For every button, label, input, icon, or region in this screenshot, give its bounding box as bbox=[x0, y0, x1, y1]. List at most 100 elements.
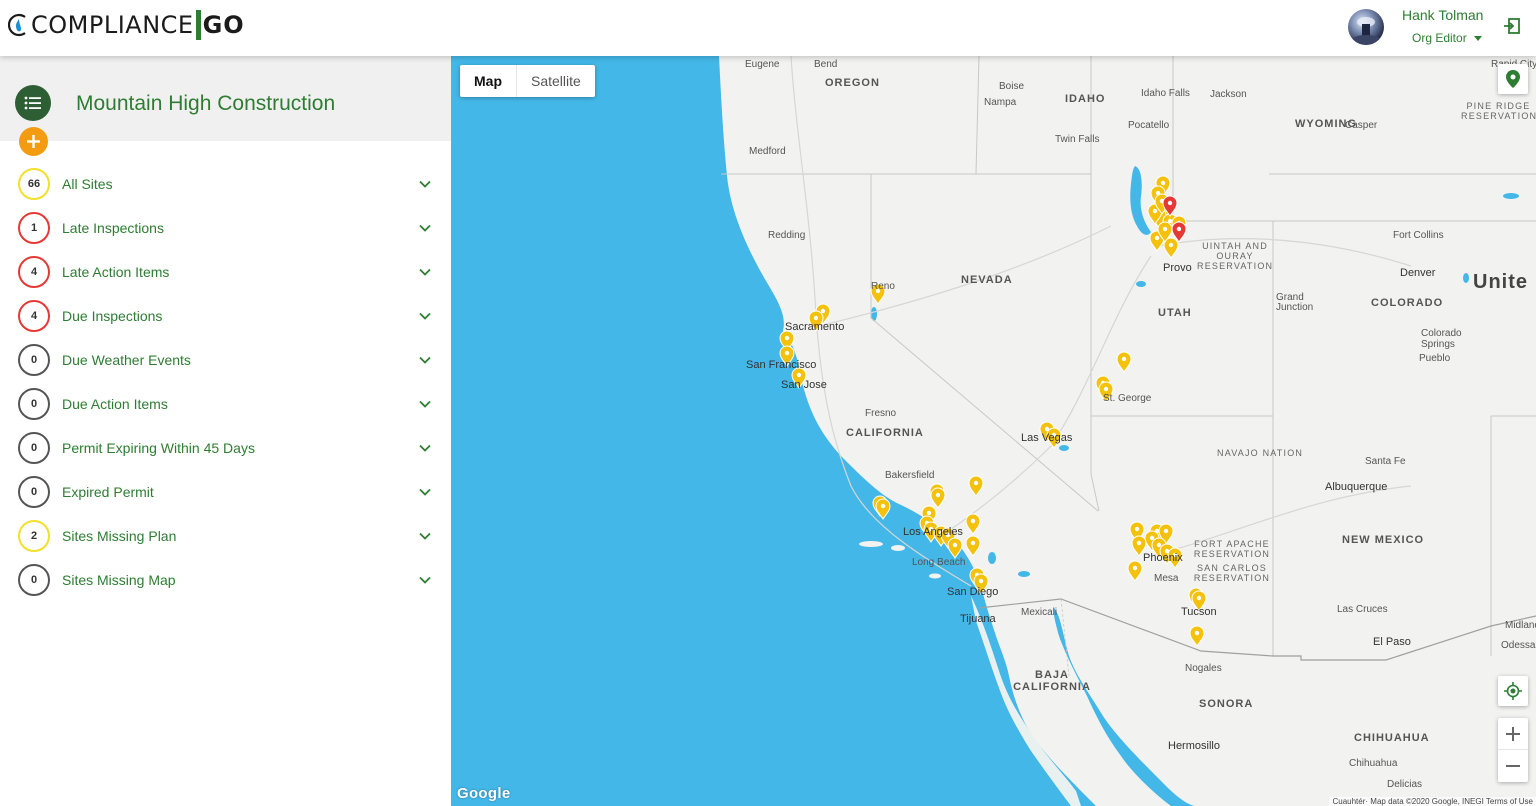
city-label: Odessa bbox=[1501, 640, 1536, 651]
site-marker[interactable] bbox=[1046, 427, 1062, 449]
site-marker[interactable] bbox=[779, 330, 795, 352]
site-marker[interactable] bbox=[930, 487, 946, 509]
site-marker[interactable] bbox=[870, 283, 886, 305]
city-label: San Diego bbox=[947, 586, 999, 598]
reservation-label: FORT APACHE RESERVATION bbox=[1193, 539, 1271, 559]
site-marker[interactable] bbox=[875, 498, 891, 520]
site-category-row[interactable]: 66 All Sites bbox=[0, 162, 451, 206]
chevron-down-icon[interactable] bbox=[418, 353, 432, 367]
map-type-toggle: Map Satellite bbox=[460, 65, 595, 97]
site-marker[interactable] bbox=[973, 573, 989, 595]
site-marker[interactable] bbox=[1116, 351, 1132, 373]
site-category-row[interactable]: 0 Due Action Items bbox=[0, 382, 451, 426]
site-marker-dot bbox=[1167, 218, 1173, 224]
zoom-out-button[interactable] bbox=[1498, 750, 1528, 782]
site-marker[interactable] bbox=[1131, 535, 1147, 557]
site-marker[interactable] bbox=[968, 475, 984, 497]
site-category-row[interactable]: 1 Late Inspections bbox=[0, 206, 451, 250]
site-marker[interactable] bbox=[1098, 381, 1114, 403]
site-category-row[interactable]: 4 Late Action Items bbox=[0, 250, 451, 294]
list-menu-button[interactable] bbox=[15, 85, 51, 121]
site-marker-dot bbox=[978, 578, 984, 584]
user-role-label: Org Editor bbox=[1412, 31, 1467, 45]
site-marker[interactable] bbox=[1167, 547, 1183, 569]
add-site-button[interactable] bbox=[19, 127, 48, 156]
site-marker[interactable] bbox=[1162, 195, 1178, 217]
city-label: Bakersfield bbox=[885, 470, 935, 481]
city-label: Fort Collins bbox=[1393, 230, 1444, 241]
site-marker[interactable] bbox=[1127, 560, 1143, 582]
compliance-go-logo[interactable]: COMPLIANCE GO bbox=[8, 8, 245, 42]
chevron-down-icon[interactable] bbox=[418, 441, 432, 455]
city-label: Midland bbox=[1505, 620, 1536, 631]
chevron-down-icon[interactable] bbox=[418, 573, 432, 587]
site-marker[interactable] bbox=[965, 513, 981, 535]
map-type-map-button[interactable]: Map bbox=[460, 65, 517, 97]
city-label: Medford bbox=[749, 146, 786, 157]
site-marker-dot bbox=[784, 335, 790, 341]
crosshair-icon bbox=[1504, 682, 1522, 700]
site-marker-dot bbox=[928, 526, 934, 532]
map-pin-icon bbox=[1506, 70, 1520, 88]
site-marker[interactable] bbox=[1163, 237, 1179, 259]
chevron-down-icon[interactable] bbox=[418, 397, 432, 411]
google-logo: Google bbox=[457, 785, 511, 802]
drop-pin-button[interactable] bbox=[1498, 64, 1528, 94]
category-label: Sites Missing Plan bbox=[62, 528, 177, 544]
user-avatar[interactable] bbox=[1348, 9, 1384, 45]
city-label: Delicias bbox=[1387, 779, 1423, 790]
zoom-in-button[interactable] bbox=[1498, 718, 1528, 750]
chevron-down-icon[interactable] bbox=[418, 265, 432, 279]
site-marker[interactable] bbox=[965, 535, 981, 557]
chevron-down-icon[interactable] bbox=[418, 309, 432, 323]
chevron-down-icon[interactable] bbox=[418, 221, 432, 235]
city-label: Mesa bbox=[1154, 573, 1179, 584]
chevron-down-icon[interactable] bbox=[418, 485, 432, 499]
category-count-badge: 66 bbox=[18, 168, 50, 200]
site-marker[interactable] bbox=[1157, 221, 1173, 243]
user-role-dropdown[interactable]: Org Editor bbox=[1412, 31, 1482, 45]
site-marker[interactable] bbox=[1189, 625, 1205, 647]
site-marker[interactable] bbox=[1191, 590, 1207, 612]
sidebar-header: Mountain High Construction bbox=[0, 56, 451, 141]
site-category-row[interactable]: 0 Expired Permit bbox=[0, 470, 451, 514]
site-marker-dot bbox=[973, 480, 979, 486]
site-category-row[interactable]: 0 Sites Missing Map bbox=[0, 558, 451, 602]
site-marker[interactable] bbox=[947, 537, 963, 559]
my-location-button[interactable] bbox=[1498, 676, 1528, 706]
state-label: UTAH bbox=[1158, 307, 1192, 319]
site-marker[interactable] bbox=[779, 345, 795, 367]
map-attribution[interactable]: Cuauhtér· Map data ©2020 Google, INEGI T… bbox=[1329, 797, 1536, 806]
city-label: Pueblo bbox=[1419, 353, 1451, 364]
map-base-layer[interactable] bbox=[451, 56, 1536, 806]
site-marker[interactable] bbox=[791, 367, 807, 389]
site-marker-dot bbox=[784, 350, 790, 356]
category-count-badge: 4 bbox=[18, 256, 50, 288]
chevron-down-icon[interactable] bbox=[418, 529, 432, 543]
site-category-row[interactable]: 0 Due Weather Events bbox=[0, 338, 451, 382]
chevron-down-icon[interactable] bbox=[418, 177, 432, 191]
user-name[interactable]: Hank Tolman bbox=[1402, 7, 1484, 23]
logout-icon[interactable] bbox=[1502, 16, 1522, 36]
site-category-row[interactable]: 2 Sites Missing Plan bbox=[0, 514, 451, 558]
city-label: Eugene bbox=[745, 59, 780, 70]
city-label: Sacramento bbox=[785, 321, 845, 333]
map-type-satellite-button[interactable]: Satellite bbox=[531, 73, 581, 89]
site-category-row[interactable]: 0 Permit Expiring Within 45 Days bbox=[0, 426, 451, 470]
site-marker-dot bbox=[1163, 528, 1169, 534]
reservation-label: SAN CARLOS RESERVATION bbox=[1193, 563, 1271, 583]
site-marker-dot bbox=[1103, 386, 1109, 392]
site-marker-dot bbox=[813, 315, 819, 321]
category-count-badge: 0 bbox=[18, 476, 50, 508]
site-marker[interactable] bbox=[1171, 221, 1187, 243]
site-category-row[interactable]: 4 Due Inspections bbox=[0, 294, 451, 338]
logo-mark-icon bbox=[8, 12, 30, 38]
organization-title: Mountain High Construction bbox=[76, 92, 336, 115]
category-count-badge: 4 bbox=[18, 300, 50, 332]
site-marker[interactable] bbox=[808, 310, 824, 332]
city-label: St. George bbox=[1103, 393, 1152, 404]
site-marker-dot bbox=[1172, 552, 1178, 558]
sites-map[interactable]: OREGON IDAHO WYOMING NEVADA UTAH COLORAD… bbox=[451, 56, 1536, 806]
minus-icon bbox=[1506, 765, 1520, 767]
site-marker-dot bbox=[1156, 542, 1162, 548]
